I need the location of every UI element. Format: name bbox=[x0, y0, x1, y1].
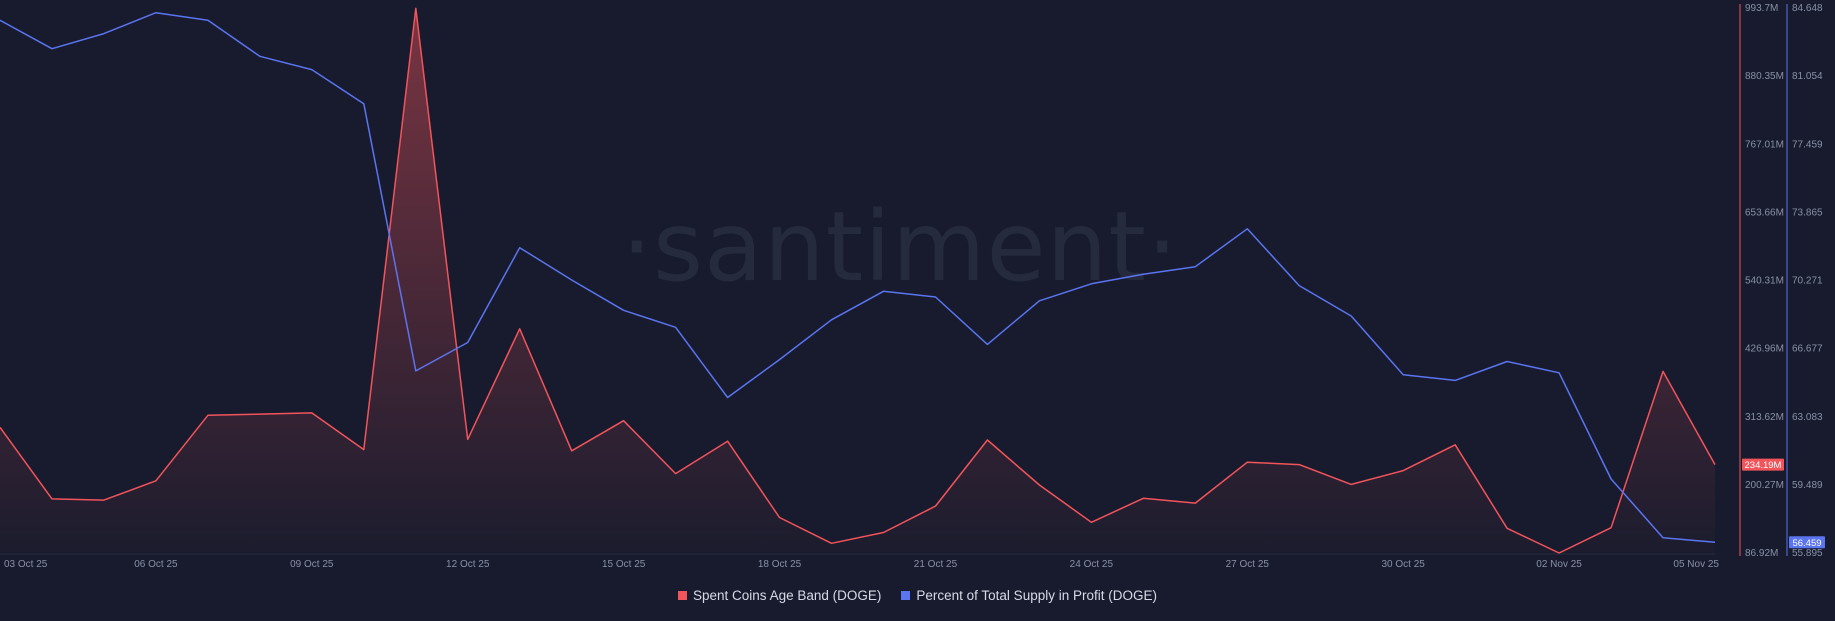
legend-swatch-red-icon bbox=[678, 591, 688, 600]
last-value-badge-red bbox=[1742, 458, 1784, 471]
y-left-tick-label: 653.66M bbox=[1745, 207, 1784, 218]
legend-swatch-blue-icon bbox=[901, 591, 911, 600]
x-tick-label: 30 Oct 25 bbox=[1382, 559, 1426, 570]
x-tick-label: 02 Nov 25 bbox=[1536, 559, 1582, 570]
supply-in-profit-line bbox=[0, 11, 1716, 544]
x-tick-label: 09 Oct 25 bbox=[290, 559, 334, 570]
y-right-tick-label: 84.648 bbox=[1792, 3, 1823, 14]
y-left-tick-label: 993.7M bbox=[1745, 3, 1778, 14]
plot-area bbox=[0, 7, 1716, 554]
y-left-tick-label: 86.92M bbox=[1745, 548, 1778, 559]
axes: 993.7M 880.35M 767.01M 653.66M 540.31M 426.96… bbox=[0, 3, 1825, 559]
spent-coins-line bbox=[0, 7, 1716, 554]
last-value-label-blue: 56.459 bbox=[1792, 538, 1821, 549]
y-right-tick-label: 73.865 bbox=[1792, 207, 1823, 218]
x-tick-label: 18 Oct 25 bbox=[758, 559, 802, 570]
last-value-label-red: 234.19M bbox=[1745, 460, 1782, 471]
x-tick-label: 03 Oct 25 bbox=[4, 559, 48, 570]
y-left-tick-label: 426.96M bbox=[1745, 344, 1784, 355]
santiment-watermark: ·santiment· bbox=[621, 191, 1178, 303]
y-right-tick-label: 63.083 bbox=[1792, 412, 1823, 423]
legend-item-supply-in-profit[interactable]: Percent of Total Supply in Profit (DOGE) bbox=[901, 588, 1157, 603]
x-axis-ticks: 03 Oct 25 06 Oct 25 09 Oct 25 12 Oct 25 15 O… bbox=[4, 559, 1719, 570]
x-tick-label: 15 Oct 25 bbox=[602, 559, 646, 570]
legend: Spent Coins Age Band (DOGE) Percent of T… bbox=[0, 588, 1835, 603]
x-tick-label: 27 Oct 25 bbox=[1226, 559, 1270, 570]
legend-item-spent-coins[interactable]: Spent Coins Age Band (DOGE) bbox=[678, 588, 881, 603]
y-right-tick-label: 70.271 bbox=[1792, 276, 1823, 287]
y-right-tick-label: 55.895 bbox=[1792, 548, 1823, 559]
y-left-tick-label: 880.35M bbox=[1745, 71, 1784, 82]
x-tick-label: 06 Oct 25 bbox=[134, 559, 178, 570]
spent-coins-area bbox=[0, 8, 1715, 553]
y-left-tick-label: 767.01M bbox=[1745, 139, 1784, 150]
x-tick-label: 21 Oct 25 bbox=[914, 559, 958, 570]
y-left-tick-label: 313.62M bbox=[1745, 412, 1784, 423]
y-right-tick-label: 81.054 bbox=[1792, 71, 1823, 82]
legend-label: Spent Coins Age Band (DOGE) bbox=[693, 588, 882, 603]
legend-label: Percent of Total Supply in Profit (DOGE) bbox=[916, 588, 1157, 603]
y-right-tick-label: 59.489 bbox=[1792, 480, 1823, 491]
x-tick-label: 05 Nov 25 bbox=[1673, 559, 1719, 570]
y-left-tick-label: 540.31M bbox=[1745, 276, 1784, 287]
x-tick-label: 24 Oct 25 bbox=[1070, 559, 1114, 570]
last-value-badge-blue bbox=[1789, 536, 1825, 549]
y-right-tick-label: 77.459 bbox=[1792, 139, 1823, 150]
x-tick-label: 12 Oct 25 bbox=[446, 559, 490, 570]
chart-canvas: ·santiment· 993.7M 880.35M 767.01M 653.66M 5… bbox=[0, 3, 1825, 570]
y-left-tick-label: 200.27M bbox=[1745, 480, 1784, 491]
y-right-tick-label: 66.677 bbox=[1792, 344, 1823, 355]
